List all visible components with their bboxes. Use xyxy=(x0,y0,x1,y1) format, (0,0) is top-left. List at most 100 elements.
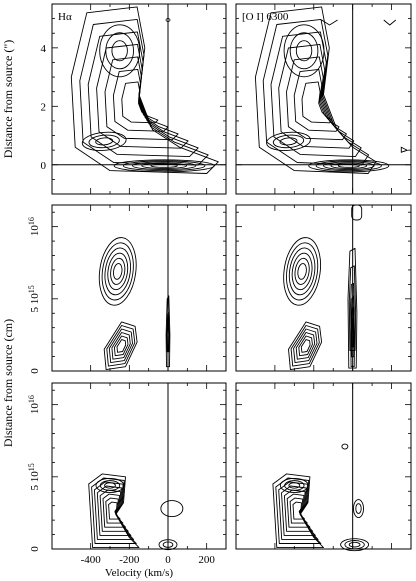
panel-frame xyxy=(51,3,227,195)
contour-line xyxy=(158,539,178,551)
contour-line xyxy=(165,18,171,22)
contour-line xyxy=(162,541,174,548)
contour-line xyxy=(108,328,133,364)
contour-line xyxy=(113,159,215,173)
contour-line xyxy=(323,161,375,171)
contour-line xyxy=(300,339,311,353)
contour-line xyxy=(355,503,362,514)
contour-line xyxy=(160,500,184,518)
contour-line xyxy=(88,134,120,149)
contour-line xyxy=(295,332,316,360)
contour-line xyxy=(284,480,305,491)
contour-line xyxy=(347,247,358,369)
panel-frame xyxy=(235,382,412,550)
contour-line xyxy=(121,81,159,124)
contour-line xyxy=(93,481,135,540)
contour-line xyxy=(270,31,362,158)
contour-line xyxy=(350,306,355,358)
contour-line xyxy=(283,489,314,532)
contour-line xyxy=(102,493,127,528)
panel-frame xyxy=(51,382,227,550)
panel-r2-c2 xyxy=(235,204,412,372)
contour-line xyxy=(290,325,320,367)
contour-line xyxy=(279,478,309,493)
contour-line xyxy=(400,146,409,153)
contour-line xyxy=(81,131,127,152)
contour-line xyxy=(288,321,323,371)
contour-line xyxy=(111,332,131,360)
superscript: 16 xyxy=(27,395,36,403)
contour-line xyxy=(272,473,324,549)
x-tick-label: 200 xyxy=(198,554,215,566)
contour-line xyxy=(141,162,187,169)
contour-line xyxy=(110,257,126,285)
contour-line xyxy=(293,328,318,364)
contour-line xyxy=(101,242,134,301)
panel-frame xyxy=(51,204,227,372)
contour-line xyxy=(105,497,124,524)
panel-r1-c2: [O I] 6300 xyxy=(235,3,412,195)
contour-line xyxy=(262,18,370,166)
x-axis-label: Velocity (km/s) xyxy=(105,567,173,579)
superscript: 15 xyxy=(27,463,36,471)
contour-line xyxy=(112,68,169,132)
contour-line xyxy=(350,295,356,368)
contour-line xyxy=(286,56,347,141)
contour-line xyxy=(105,32,134,70)
y-tick-label: 4 xyxy=(41,43,47,55)
contour-line xyxy=(113,335,129,357)
panel-r2-c1 xyxy=(51,204,227,372)
contour-line xyxy=(341,443,349,450)
contour-line xyxy=(104,247,131,296)
y-tick-label: 1016 xyxy=(27,395,41,414)
contour-line xyxy=(150,163,178,168)
contour-line xyxy=(104,56,179,141)
x-tick-label: 0 xyxy=(165,554,171,566)
panel-label: Hα xyxy=(58,11,72,23)
contour-line xyxy=(88,473,140,549)
contour-line xyxy=(351,204,363,221)
contour-line xyxy=(283,24,325,78)
contour-line xyxy=(79,18,209,166)
contour-line xyxy=(272,134,305,149)
contour-line xyxy=(91,477,137,544)
contour-line xyxy=(383,19,397,26)
contour-line xyxy=(95,478,125,493)
x-tick-label: -200 xyxy=(119,554,140,566)
superscript: 16 xyxy=(27,217,36,225)
contour-line xyxy=(348,265,357,351)
contour-line xyxy=(122,160,206,172)
contour-line xyxy=(330,162,368,169)
contour-line xyxy=(340,538,370,552)
contour-line xyxy=(70,6,219,174)
contour-line xyxy=(293,68,340,132)
contour-line xyxy=(278,43,355,149)
contour-line xyxy=(166,311,170,353)
contour-line xyxy=(292,501,306,520)
y-axis-label-model: Distance from source (cm) xyxy=(1,319,15,447)
contour-line xyxy=(111,40,128,62)
contour-line xyxy=(266,131,311,152)
contour-line xyxy=(165,295,171,368)
y-tick-label: 0 xyxy=(41,160,47,172)
contour-line xyxy=(301,81,333,124)
contour-line xyxy=(353,499,364,519)
contour-line xyxy=(291,252,313,291)
contour-line xyxy=(275,477,322,544)
contour-line xyxy=(289,32,319,70)
y-tick-label: 2 xyxy=(41,101,47,113)
panel-r3-c2 xyxy=(235,382,412,552)
contour-line xyxy=(95,137,114,146)
contour-line xyxy=(107,252,129,291)
contour-line xyxy=(288,482,301,489)
contour-line xyxy=(297,263,307,280)
contour-line xyxy=(279,137,298,146)
x-tick-label: -400 xyxy=(81,554,102,566)
contour-line xyxy=(98,237,137,306)
contour-line xyxy=(108,501,121,520)
contour-line xyxy=(283,237,322,306)
contour-line xyxy=(254,6,377,174)
panel-label: [O I] 6300 xyxy=(242,11,289,23)
y-tick-label: 5 1015 xyxy=(27,463,41,490)
contour-line xyxy=(104,482,116,489)
